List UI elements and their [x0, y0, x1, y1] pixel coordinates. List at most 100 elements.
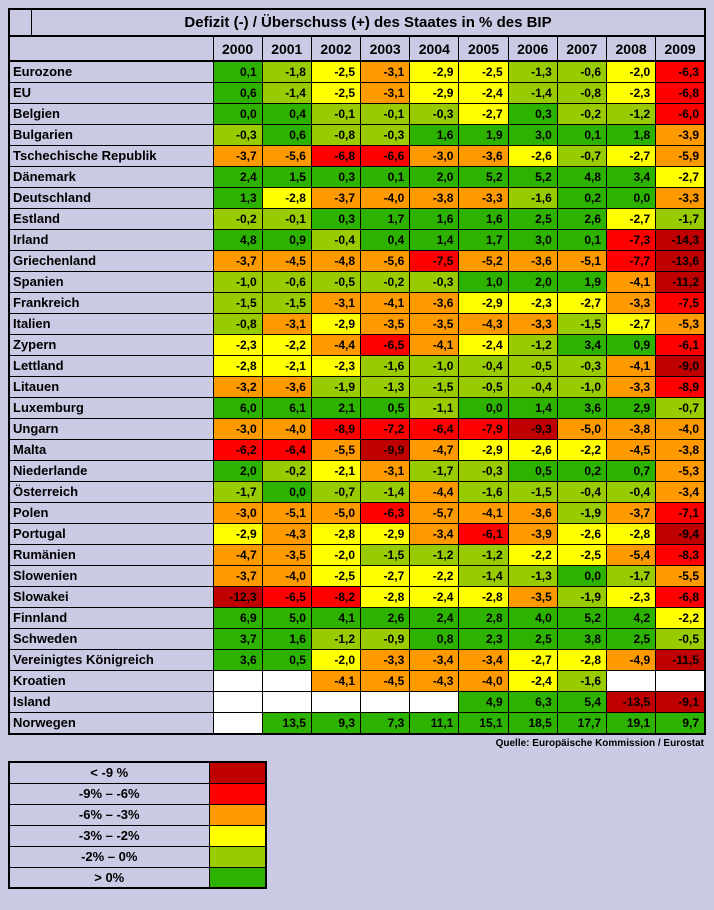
legend-label: -2% – 0%	[8, 845, 210, 868]
value-cell: 0,4	[360, 229, 411, 251]
value-cell: -7,3	[605, 229, 657, 251]
value-cell: -4,5	[261, 250, 312, 272]
table-row: Dänemark 2,4 1,5 0,3 0,1 2,0 5,2 5,2 4,8 3,4 -2,7	[8, 166, 706, 188]
value-cell: -4,1	[458, 502, 509, 524]
table-row: Eurozone 0,1 -1,8 -2,5 -3,1 -2,9 -2,5 -1,3 -0,6-…	[8, 60, 706, 83]
value-cell: 2,5	[605, 628, 657, 650]
value-cell: -6,2	[212, 439, 263, 461]
value-cell: -7,5	[655, 292, 706, 314]
country-label: EU	[8, 82, 214, 104]
value-cell: 2,4	[212, 166, 263, 188]
value-cell: -2,5	[310, 60, 362, 83]
value-cell: 5,2	[458, 166, 509, 188]
table-row: Vereinigtes Königreich 3,6 0,5 -2,0 -3,3 -3,4…	[8, 649, 706, 671]
table-row: Portugal -2,9 -4,3 -2,8 -2,9 -3,4 -6,1 -3,9 -2,6…	[8, 523, 706, 545]
country-label: Bulgarien	[8, 124, 214, 146]
value-cell: 0,9	[605, 334, 657, 356]
value-cell: -2,2	[507, 544, 558, 566]
page: Defizit (-) / Überschuss (+) des Staates…	[8, 8, 706, 889]
heatmap-grid: 2000 2001 2002 2003 2004 2005 2006 2007 2008 2009…	[8, 35, 706, 735]
value-cell: -6,6	[360, 145, 411, 167]
value-cell: -0,8	[310, 124, 362, 146]
value-cell: 1,7	[458, 229, 509, 251]
value-cell	[212, 712, 263, 735]
year-header-2005: 2005	[458, 35, 509, 62]
value-cell: -5,6	[360, 250, 411, 272]
country-label: Rumänien	[8, 544, 214, 566]
value-cell: -1,6	[360, 355, 411, 377]
table-title: Defizit (-) / Überschuss (+) des Staates…	[184, 14, 552, 31]
value-cell: 2,6	[556, 208, 608, 230]
value-cell: -2,5	[310, 565, 362, 587]
table-row: Island 4,9 6,3 5,4 -13,5 -9,1	[8, 691, 706, 713]
value-cell: -3,8	[409, 187, 460, 209]
value-cell: -3,3	[605, 376, 657, 398]
value-cell: -1,2	[310, 628, 362, 650]
value-cell: -2,8	[212, 355, 263, 377]
table-row: Finnland 6,9 5,0 4,1 2,6 2,4 2,8 4,0 5,2 4,2 -2,2	[8, 607, 706, 629]
value-cell: -4,3	[409, 670, 460, 692]
table-row: Estland -0,2 -0,1 0,3 1,7 1,6 1,6 2,5 2,6 -2,7 -1,…	[8, 208, 706, 230]
country-label: Slowenien	[8, 565, 214, 587]
value-cell: -4,0	[261, 565, 312, 587]
year-header-2003: 2003	[360, 35, 411, 62]
year-header-2000: 2000	[212, 35, 263, 62]
value-cell: -1,0	[556, 376, 608, 398]
value-cell: 3,4	[556, 334, 608, 356]
value-cell	[655, 670, 706, 692]
value-cell: -5,3	[655, 460, 706, 482]
value-cell: 0,2	[556, 187, 608, 209]
value-cell: -1,5	[556, 313, 608, 335]
value-cell: 0,0	[605, 187, 657, 209]
value-cell: 0,1	[556, 229, 608, 251]
value-cell: -11,5	[655, 649, 706, 671]
value-cell: -0,4	[556, 481, 608, 503]
value-cell: -0,5	[507, 355, 558, 377]
value-cell: -1,5	[409, 376, 460, 398]
value-cell: -0,4	[310, 229, 362, 251]
value-cell: 0,0	[212, 103, 263, 125]
value-cell: -5,1	[556, 250, 608, 272]
table-row: Tschechische Republik -3,7 -5,6 -6,8 -6,6 -3,…	[8, 145, 706, 167]
value-cell: -5,5	[310, 439, 362, 461]
value-cell: 1,4	[507, 397, 558, 419]
value-cell: 1,6	[409, 124, 460, 146]
value-cell: -6,4	[261, 439, 312, 461]
country-label: Italien	[8, 313, 214, 335]
value-cell: -13,5	[605, 691, 657, 713]
legend-swatch	[208, 782, 267, 805]
value-cell: -9,3	[507, 418, 558, 440]
table-row: Slowenien -3,7 -4,0 -2,5 -2,7 -2,2 -1,4 -1,3 0,0…	[8, 565, 706, 587]
value-cell: -4,5	[605, 439, 657, 461]
table-row: Deutschland 1,3 -2,8 -3,7 -4,0 -3,8 -3,3 -1,6 0,…	[8, 187, 706, 209]
value-cell: -1,3	[360, 376, 411, 398]
value-cell: -3,3	[458, 187, 509, 209]
value-cell: 2,6	[360, 607, 411, 629]
value-cell: -9,9	[360, 439, 411, 461]
value-cell: -3,8	[605, 418, 657, 440]
year-header-2004: 2004	[409, 35, 460, 62]
value-cell: -3,5	[409, 313, 460, 335]
value-cell: -2,3	[310, 355, 362, 377]
value-cell: -6,3	[360, 502, 411, 524]
value-cell: -1,0	[409, 355, 460, 377]
value-cell: -2,7	[605, 145, 657, 167]
value-cell: -0,3	[409, 103, 460, 125]
value-cell: -3,1	[261, 313, 312, 335]
legend-label: < -9 %	[8, 761, 210, 784]
value-cell: -1,8	[261, 60, 312, 83]
value-cell: -3,1	[360, 60, 411, 83]
value-cell: 2,0	[212, 460, 263, 482]
value-cell: -5,1	[261, 502, 312, 524]
deficit-table: Defizit (-) / Überschuss (+) des Staates…	[8, 8, 706, 749]
value-cell: 0,5	[261, 649, 312, 671]
country-label: Eurozone	[8, 60, 214, 83]
value-cell: -1,7	[605, 565, 657, 587]
value-cell: -0,3	[360, 124, 411, 146]
value-cell: 2,3	[458, 628, 509, 650]
value-cell: 4,1	[310, 607, 362, 629]
value-cell: -3,6	[458, 145, 509, 167]
value-cell: 2,8	[458, 607, 509, 629]
value-cell: -4,1	[605, 271, 657, 293]
value-cell: -4,4	[310, 334, 362, 356]
